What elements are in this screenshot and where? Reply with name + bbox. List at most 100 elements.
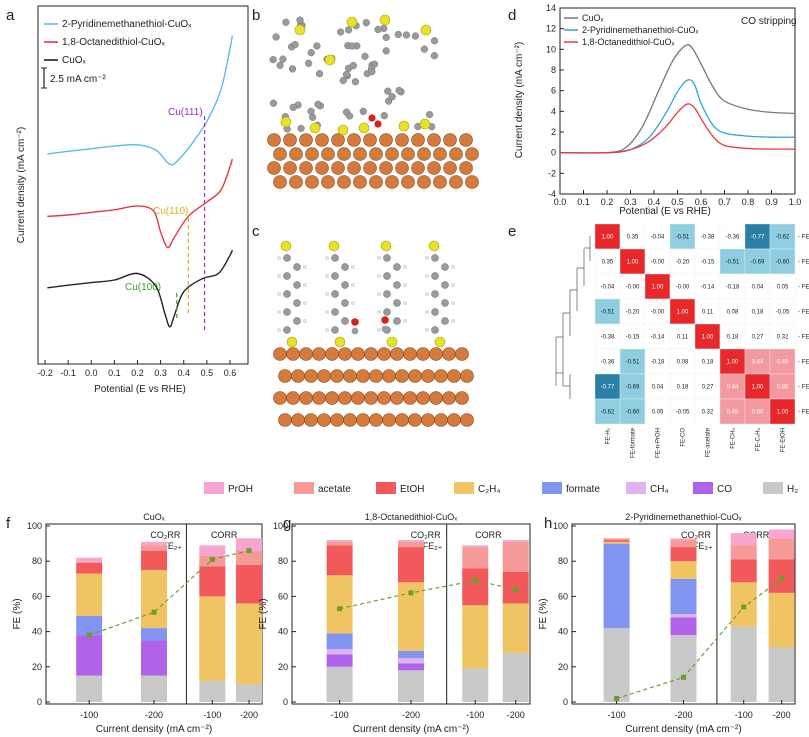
copper-atom <box>416 347 430 361</box>
copper-atom <box>421 369 435 383</box>
heatmap-value: -0.18 <box>651 360 665 366</box>
copper-atom <box>273 175 287 189</box>
copper-atom <box>305 175 319 189</box>
hydrogen-atom <box>377 274 381 278</box>
heatmap-value: 1.00 <box>702 335 714 341</box>
fe-bar-segment <box>603 543 630 629</box>
carbon-atom <box>441 317 449 325</box>
fe-bar-segment <box>462 605 489 669</box>
d-x-tick-label: 0.2 <box>601 197 614 207</box>
heatmap-value: -0.04 <box>651 235 665 241</box>
heatmap-cell <box>644 323 671 350</box>
copper-atom <box>382 413 396 427</box>
carbon-atom <box>441 263 449 271</box>
sulfur-atom <box>280 240 292 252</box>
heatmap-cell <box>744 398 771 425</box>
copper-atom <box>343 369 357 383</box>
bar-legend: PrOH acetate EtOH C₂H₄ formate CH₄ CO H₂ <box>204 482 798 495</box>
fe-fec2-point <box>151 609 157 615</box>
carbon-atom <box>305 59 313 67</box>
cv-x-tick-label: 0.0 <box>85 368 98 378</box>
copper-atom <box>395 161 409 175</box>
hydrogen-atom <box>403 265 407 269</box>
fe-x-tick-label: -200 <box>240 710 258 720</box>
heatmap-value: -0.00 <box>651 310 665 316</box>
carbon-atom <box>382 33 390 42</box>
fe-fec2-point <box>209 556 215 562</box>
fe-bar-segment <box>76 562 103 574</box>
hydrogen-atom <box>377 310 381 314</box>
fe-x-tick-label: -200 <box>145 710 163 720</box>
heatmap-value: -0.00 <box>626 285 640 291</box>
heatmap-value: -0.60 <box>626 410 640 416</box>
copper-atom <box>283 161 297 175</box>
carbon-atom <box>431 290 439 298</box>
fe-bar-segment <box>141 550 167 570</box>
carbon-atom <box>359 107 367 116</box>
panel-letter-d: d <box>508 7 516 24</box>
copper-atom <box>395 133 409 147</box>
fe-bar-segment <box>76 675 103 702</box>
copper-atom <box>411 161 425 175</box>
copper-atom <box>442 391 456 405</box>
hydrogen-atom <box>425 256 429 260</box>
copper-atom <box>416 391 430 405</box>
hydrogen-atom <box>325 328 329 332</box>
copper-atom <box>401 147 415 161</box>
carbon-atom <box>393 263 401 271</box>
copper-atom <box>379 133 393 147</box>
bar-legend-label: H₂ <box>787 484 798 495</box>
bar-legend-swatch <box>693 482 713 494</box>
heatmap-cell <box>619 273 646 300</box>
copper-atom <box>299 133 313 147</box>
copper-atom <box>395 369 409 383</box>
heatmap-cell <box>644 223 671 250</box>
fe-bar-segment <box>398 658 424 664</box>
heatmap-value: 1.00 <box>752 385 764 391</box>
carbon-atom <box>346 112 354 120</box>
copper-atom <box>379 161 393 175</box>
copper-atom <box>442 347 456 361</box>
fe-y-tick-label: 0 <box>563 697 568 707</box>
heatmap-value: 0.11 <box>677 335 689 341</box>
fe-bar-segment <box>326 649 353 655</box>
d-series-line <box>559 79 796 154</box>
bar-legend-label: formate <box>566 484 600 495</box>
heatmap-value: 0.35 <box>602 260 614 266</box>
carbon-atom <box>383 254 391 262</box>
panel-letter-a: a <box>6 7 15 24</box>
heatmap-cell <box>769 273 796 300</box>
d-y-axis-label: Current density (mA cm⁻²) <box>514 42 525 158</box>
copper-atom <box>447 413 461 427</box>
fe-bar-segment <box>76 562 103 563</box>
carbon-atom <box>441 299 449 307</box>
copper-atom <box>382 369 396 383</box>
carbon-atom <box>339 76 347 85</box>
heatmap-cell <box>619 373 646 400</box>
carbon-atom <box>431 254 439 262</box>
heatmap-value: 0.35 <box>627 235 639 241</box>
oxygen-atom <box>368 114 376 122</box>
hydrogen-atom <box>403 301 407 305</box>
heatmap-value: -0.18 <box>726 285 740 291</box>
fe-bar-segment <box>398 663 424 671</box>
co-stripping-chart: Potential (E vs RHE) Current density (mA… <box>514 3 801 217</box>
fe-x-axis-label: Current density (mA cm⁻²) <box>625 724 741 735</box>
copper-atom <box>338 391 352 405</box>
carbon-atom <box>283 272 291 280</box>
heatmap-value: -0.51 <box>726 260 740 266</box>
heatmap-cell <box>644 398 671 425</box>
hydrogen-atom <box>451 319 455 323</box>
copper-atom <box>369 413 383 427</box>
heatmap-cell <box>619 348 646 375</box>
carbon-atom <box>431 272 439 280</box>
carbon-atom <box>351 78 360 86</box>
cv-legend-label: CuOₓ <box>62 55 87 66</box>
carbon-atom <box>393 299 401 307</box>
carbon-atom <box>393 281 401 289</box>
copper-atom <box>377 347 391 361</box>
heatmap-value: -0.51 <box>601 310 615 316</box>
carbon-atom <box>384 87 392 95</box>
copper-atom <box>331 133 345 147</box>
d-y-tick-label: 2 <box>551 127 556 137</box>
